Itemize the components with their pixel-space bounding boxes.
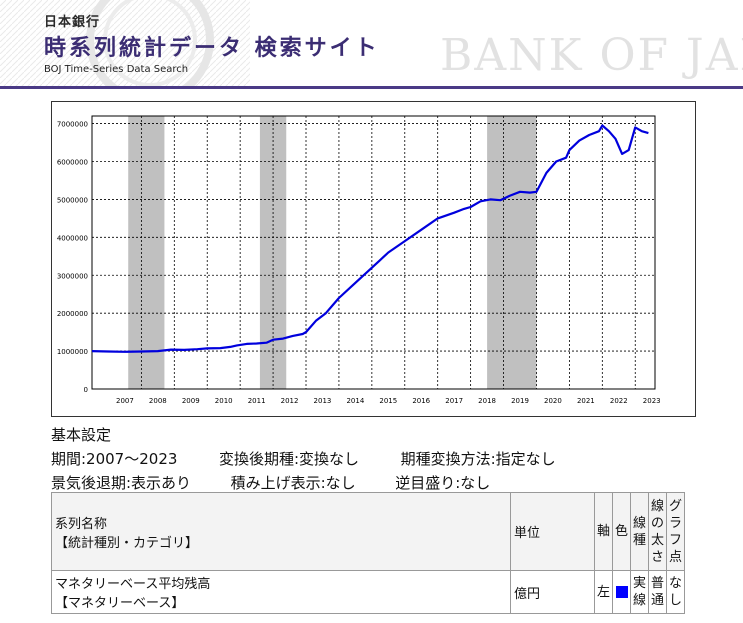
svg-text:BANK OF JAPAN: BANK OF JAPAN [440,30,743,81]
series-line [91,124,649,353]
org-name: 日本銀行 [44,15,101,30]
cell-line-type: 実線 [630,570,649,614]
plot-area [91,115,656,390]
x-tick-label: 2020 [544,397,562,405]
setting-stacked: 積み上げ表示:なし [230,474,356,492]
recession-band [128,116,165,389]
site-header: BANK OF JAPAN 日本銀行 時系列統計データ 検索サイト BOJ Ti… [0,0,743,92]
y-tick-label: 6000000 [57,159,88,167]
y-tick-label: 3000000 [57,272,88,280]
cell-axis: 左 [594,570,613,614]
y-tick-label: 7000000 [57,121,88,129]
x-tick-label: 2009 [182,397,200,405]
setting-reverse-scale: 逆目盛り:なし [395,474,491,492]
y-tick-label: 0 [84,386,88,394]
x-tick-label: 2011 [248,397,266,405]
x-tick-label: 2013 [314,397,332,405]
col-series-name-label: 系列名称 [55,516,108,532]
col-line-width: 線の太さ [648,492,667,571]
recession-band [487,116,537,389]
table-row: マネタリーベース平均残高 【マネタリーベース】 億円 左 実線 普通 なし [51,570,685,614]
series-name: マネタリーベース平均残高 [55,577,211,592]
y-tick-label: 5000000 [57,196,88,204]
settings-heading: 基本設定 [51,426,112,444]
chart-frame: 0 1000000 2000000 3000000 4000000 5000000 6000… [51,101,696,417]
x-tick-label: 2021 [577,397,595,405]
col-color: 色 [612,492,631,571]
x-tick-label: 2022 [610,397,628,405]
x-tick-label: 2018 [478,397,496,405]
x-tick-label: 2023 [643,397,661,405]
cell-line-width: 普通 [648,570,667,614]
y-tick-label: 4000000 [57,234,88,242]
setting-business-cycle: 景気後退期:表示あり [51,474,192,492]
color-swatch [615,586,628,598]
series-table: 系列名称 【統計種別・カテゴリ】 単位 軸 色 線種 線の太さ グラフ点 マネタ… [51,492,685,614]
page-subtitle-en: BOJ Time-Series Data Search [44,64,189,75]
x-tick-label: 2007 [116,397,134,405]
x-tick-label: 2015 [379,397,397,405]
x-tick-label: 2010 [215,397,233,405]
monetary-base-chart: 0 1000000 2000000 3000000 4000000 5000000 6000… [57,115,661,405]
x-tick-label: 2019 [511,397,529,405]
col-category-label: 【統計種別・カテゴリ】 [55,535,199,551]
col-unit: 単位 [510,492,595,571]
header-watermark: BANK OF JAPAN [0,0,743,88]
settings-row-1: 期間:2007～2023 変換後期種:変換なし 期種変換方法:指定なし [51,448,556,469]
setting-conversion-method: 期種変換方法:指定なし [400,450,556,468]
table-header-row: 系列名称 【統計種別・カテゴリ】 単位 軸 色 線種 線の太さ グラフ点 [51,492,685,571]
x-tick-label: 2012 [281,397,299,405]
y-tick-label: 1000000 [57,348,88,356]
cell-series-name: マネタリーベース平均残高 【マネタリーベース】 [51,570,511,614]
col-axis: 軸 [594,492,613,571]
col-line-type: 線種 [630,492,649,571]
page-title: 時系列統計データ 検索サイト [44,36,380,61]
header-divider [0,86,743,89]
cell-color [612,570,631,614]
cell-unit: 億円 [510,570,595,614]
x-tick-label: 2017 [445,397,463,405]
setting-period: 期間:2007～2023 [51,450,178,468]
x-tick-label: 2016 [412,397,430,405]
y-tick-label: 2000000 [57,310,88,318]
cell-graph-points: なし [666,570,685,614]
x-tick-label: 2014 [346,397,364,405]
series-category: 【マネタリーベース】 [55,596,185,611]
col-series-name: 系列名称 【統計種別・カテゴリ】 [51,492,511,571]
x-tick-label: 2008 [149,397,167,405]
settings-row-2: 景気後退期:表示あり 積み上げ表示:なし 逆目盛り:なし [51,472,490,493]
col-graph-points: グラフ点 [666,492,685,571]
setting-converted-frequency: 変換後期種:変換なし [218,450,360,468]
